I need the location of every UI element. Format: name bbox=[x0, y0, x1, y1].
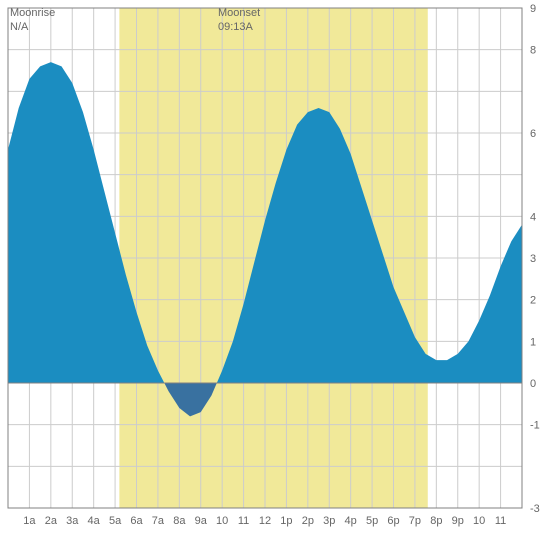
y-tick-label: 9 bbox=[530, 3, 536, 15]
y-tick-label: -3 bbox=[530, 503, 540, 515]
x-tick-label: 10 bbox=[473, 515, 485, 527]
y-tick-label: 4 bbox=[530, 211, 536, 223]
x-tick-label: 3p bbox=[323, 515, 335, 527]
x-tick-label: 8p bbox=[430, 515, 442, 527]
y-tick-label: 1 bbox=[530, 336, 536, 348]
y-tick-label: 0 bbox=[530, 378, 536, 390]
x-tick-label: 12 bbox=[259, 515, 271, 527]
x-tick-label: 5p bbox=[366, 515, 378, 527]
x-tick-label: 2p bbox=[302, 515, 314, 527]
x-tick-label: 1p bbox=[280, 515, 292, 527]
moonrise-value: N/A bbox=[10, 20, 55, 34]
x-tick-label: 4p bbox=[345, 515, 357, 527]
x-tick-label: 7p bbox=[409, 515, 421, 527]
moonrise-label: Moonrise bbox=[10, 6, 55, 20]
x-tick-label: 9p bbox=[452, 515, 464, 527]
moonset-block: Moonset 09:13A bbox=[218, 6, 260, 35]
y-tick-label: 8 bbox=[530, 45, 536, 57]
chart-svg: -3-1012346891a2a3a4a5a6a7a8a9a1011121p2p… bbox=[0, 0, 550, 550]
x-tick-label: 6a bbox=[130, 515, 143, 527]
y-tick-label: 2 bbox=[530, 295, 536, 307]
x-tick-label: 6p bbox=[387, 515, 399, 527]
tide-chart: Moonrise N/A Moonset 09:13A -3-101234689… bbox=[0, 0, 550, 550]
x-tick-label: 11 bbox=[238, 515, 249, 527]
moonrise-block: Moonrise N/A bbox=[10, 6, 55, 35]
x-tick-label: 7a bbox=[152, 515, 165, 527]
x-tick-label: 3a bbox=[66, 515, 79, 527]
x-tick-label: 9a bbox=[195, 515, 208, 527]
x-tick-label: 1a bbox=[23, 515, 36, 527]
x-tick-label: 10 bbox=[216, 515, 228, 527]
x-tick-label: 5a bbox=[109, 515, 122, 527]
moonset-label: Moonset bbox=[218, 6, 260, 20]
x-tick-label: 4a bbox=[88, 515, 101, 527]
x-tick-label: 2a bbox=[45, 515, 58, 527]
moonset-value: 09:13A bbox=[218, 20, 260, 34]
x-tick-label: 11 bbox=[495, 515, 506, 527]
y-tick-label: -1 bbox=[530, 420, 540, 432]
y-tick-label: 3 bbox=[530, 253, 536, 265]
x-tick-label: 8a bbox=[173, 515, 186, 527]
y-tick-label: 6 bbox=[530, 128, 536, 140]
